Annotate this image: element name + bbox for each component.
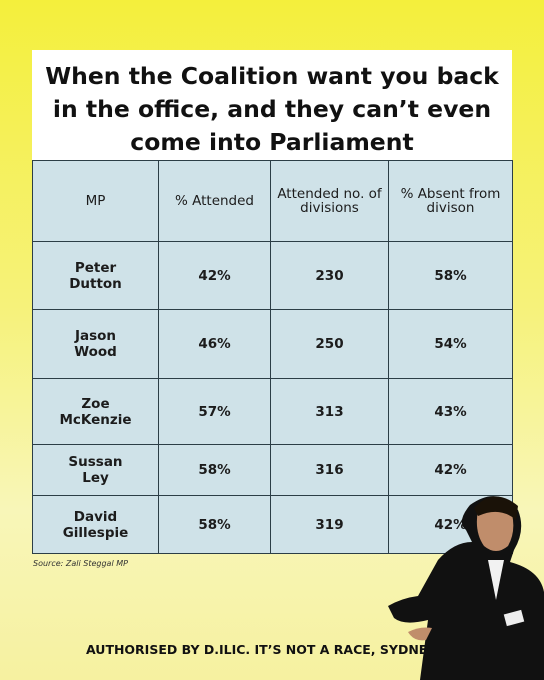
cell: 230 <box>270 241 389 310</box>
header-cell: MP <box>32 160 159 242</box>
header-cell: % Absent from divison <box>388 160 513 242</box>
cell: 58% <box>158 444 271 496</box>
mp-name: David Gillespie <box>32 495 159 554</box>
figure-silhouette <box>388 496 544 680</box>
mp-name: Zoe McKenzie <box>32 378 159 445</box>
mp-name: Peter Dutton <box>32 241 159 310</box>
table-body: Peter Dutton 42% 230 58% Jason Wood 46% 250 54%… <box>32 241 513 554</box>
cell: 250 <box>270 309 389 379</box>
header-cell: Attended no. of divisions <box>270 160 389 242</box>
cell: 58% <box>158 495 271 554</box>
table-row: Jason Wood 46% 250 54% <box>32 309 513 379</box>
figure-face <box>476 504 514 551</box>
figure-hair <box>474 496 518 520</box>
cell: 58% <box>388 241 513 310</box>
cell: 57% <box>158 378 271 445</box>
cell: 54% <box>388 309 513 379</box>
table-row: Peter Dutton 42% 230 58% <box>32 241 513 310</box>
cell: 43% <box>388 378 513 445</box>
mp-name: Jason Wood <box>32 309 159 379</box>
title: When the Coalition want you back in the … <box>32 50 512 160</box>
cell: 42% <box>388 444 513 496</box>
figure-hand <box>408 627 432 641</box>
header-row: MP% Attended Attended no. of divisions% A… <box>32 160 513 242</box>
attendance-table: MP% Attended Attended no. of divisions% A… <box>32 160 513 554</box>
cell: 46% <box>158 309 271 379</box>
cell: 319 <box>270 495 389 554</box>
table-row: Zoe McKenzie 57% 313 43% <box>32 378 513 445</box>
table-row: Sussan Ley 58% 316 42% <box>32 444 513 496</box>
mp-name: Sussan Ley <box>32 444 159 496</box>
figure-paper <box>503 609 525 627</box>
figure-shirt <box>488 560 504 600</box>
source: Source: Zali Steggal MP <box>33 559 128 568</box>
footer: AUTHORISED BY D.ILIC. IT’S NOT A RACE, S… <box>86 642 428 657</box>
